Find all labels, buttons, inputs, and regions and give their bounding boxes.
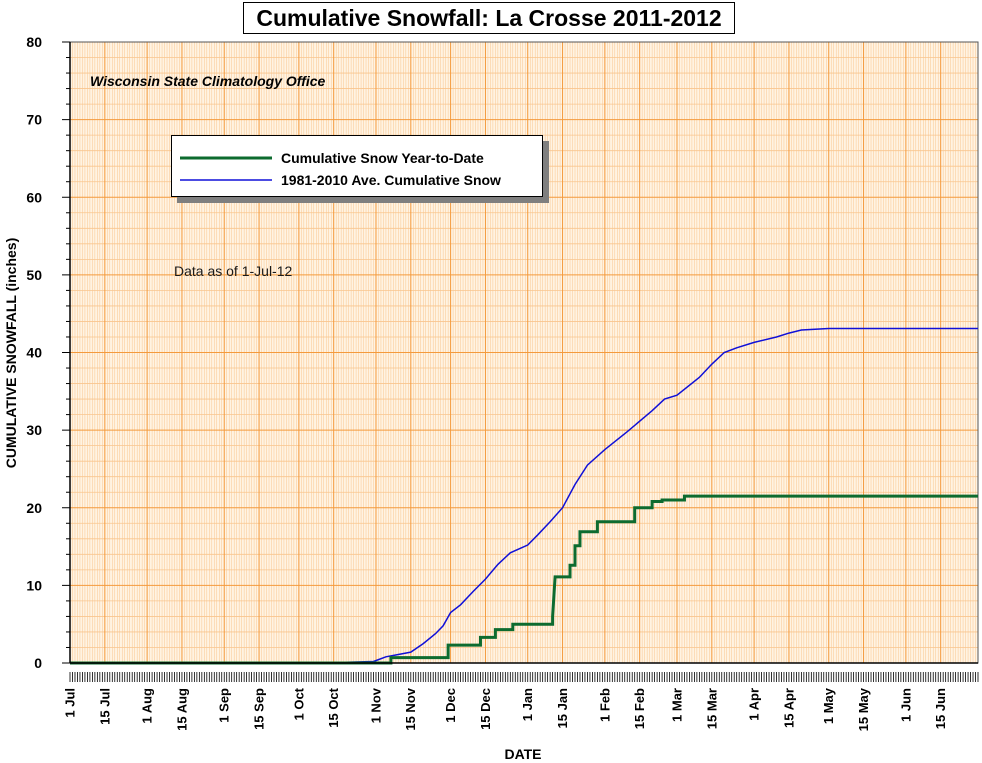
series-layer [70,327,978,665]
y-tick-label: 50 [26,267,42,283]
x-tick-label: 1 Jul [62,688,77,718]
legend-label-normal: 1981-2010 Ave. Cumulative Snow [281,172,501,188]
y-tick-label: 60 [26,189,42,205]
x-tick-label: 15 Jan [555,688,570,729]
legend: Cumulative Snow Year-to-Date 1981-2010 A… [171,135,543,197]
x-tick-label: 1 Aug [140,688,155,724]
x-tick-label: 15 Mar [704,688,719,729]
data-as-of-annotation: Data as of 1-Jul-12 [174,263,293,279]
x-tick-label: 15 Jul [97,688,112,725]
x-tick-label: 15 May [856,687,871,731]
y-tick-label: 0 [34,655,42,671]
legend-swatch-normal [180,179,272,181]
x-tick-label: 1 Mar [669,688,684,722]
y-tick-label: 30 [26,422,42,438]
x-tick-label: 1 Jan [520,688,535,721]
source-annotation: Wisconsin State Climatology Office [90,73,326,89]
x-tick-label: 1 Oct [291,687,306,720]
y-tick-label: 20 [26,500,42,516]
x-tick-label: 15 Oct [326,687,341,727]
x-tick-label: 1 Dec [443,688,458,723]
x-tick-label: 15 Feb [632,688,647,729]
legend-swatch-season [180,156,272,160]
x-tick-label: 1 Sep [217,688,232,723]
x-tick-label: 1 Feb [597,688,612,722]
series-line-normal [70,327,978,664]
y-tick-label: 70 [26,112,42,128]
x-tick-label: 15 Sep [251,688,266,730]
axes: 0 10 20 30 40 50 60 70 80 1 Jul 15 Jul 1 Aug 15 Aug 1… [26,34,979,731]
y-tick-label: 80 [26,34,42,50]
legend-label-season: Cumulative Snow Year-to-Date [281,150,484,166]
x-tick-label: 15 Apr [781,688,796,728]
x-tick-label: 15 Aug [174,688,189,731]
series-line-season [70,494,978,665]
y-tick-label: 40 [26,345,42,361]
x-tick-label: 1 Jun [898,688,913,722]
y-axis-label: CUMULATIVE SNOWFALL (inches) [3,238,19,468]
x-tick-label: 1 Apr [747,688,762,721]
x-tick-label: 1 May [821,687,836,724]
x-tick-label: 1 Nov [368,687,383,723]
x-tick-label: 15 Jun [933,688,948,729]
x-axis-label: DATE [504,746,541,762]
y-tick-label: 10 [26,577,42,593]
x-daily-ticks [69,672,979,682]
x-tick-label: 15 Nov [403,687,418,730]
x-tick-label: 15 Dec [478,688,493,730]
chart-title: Cumulative Snowfall: La Crosse 2011-2012 [243,2,735,34]
